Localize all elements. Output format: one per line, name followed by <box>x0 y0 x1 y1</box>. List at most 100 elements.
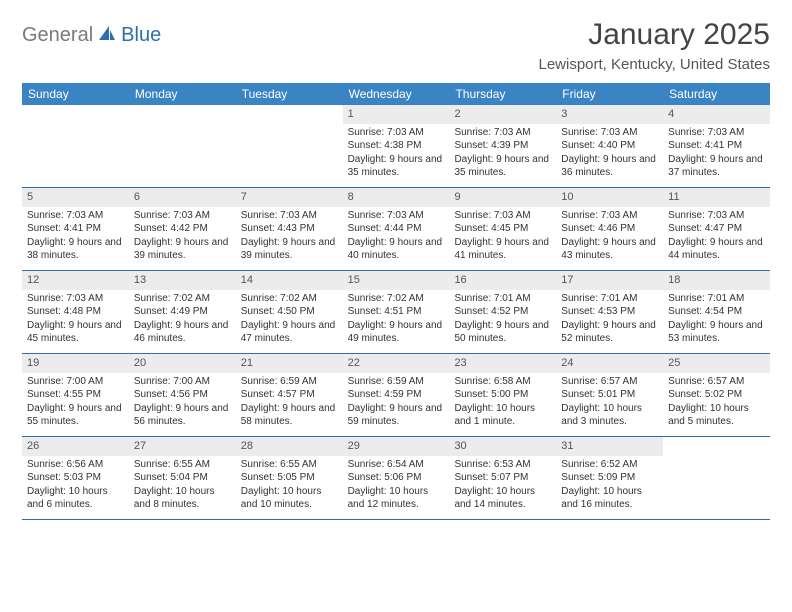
day-info: Sunrise: 7:03 AMSunset: 4:38 PMDaylight:… <box>343 126 450 184</box>
week-row: 12 Sunrise: 7:03 AMSunset: 4:48 PMDayligh… <box>22 271 770 354</box>
sunset-text: Sunset: 4:44 PM <box>348 222 445 236</box>
day-number: 18 <box>663 271 770 290</box>
sunrise-text: Sunrise: 7:03 AM <box>454 209 551 223</box>
sunset-text: Sunset: 4:54 PM <box>668 305 765 319</box>
sunrise-text: Sunrise: 6:52 AM <box>561 458 658 472</box>
sunset-text: Sunset: 4:45 PM <box>454 222 551 236</box>
day-info: Sunrise: 7:01 AMSunset: 4:52 PMDaylight:… <box>449 292 556 350</box>
sunset-text: Sunset: 5:09 PM <box>561 471 658 485</box>
sunset-text: Sunset: 5:05 PM <box>241 471 338 485</box>
day-cell: 22Sunrise: 6:59 AMSunset: 4:59 PMDayligh… <box>343 354 450 436</box>
day-info: Sunrise: 6:57 AMSunset: 5:02 PMDaylight:… <box>663 375 770 433</box>
daylight-text: Daylight: 10 hours and 14 minutes. <box>454 485 551 512</box>
day-header: Friday <box>556 83 663 105</box>
sunrise-text: Sunrise: 7:01 AM <box>561 292 658 306</box>
day-info: Sunrise: 7:00 AMSunset: 4:55 PMDaylight:… <box>22 375 129 433</box>
sunrise-text: Sunrise: 6:58 AM <box>454 375 551 389</box>
day-number: 12 <box>22 271 129 290</box>
location-label: Lewisport, Kentucky, United States <box>538 56 770 73</box>
sunrise-text: Sunrise: 6:54 AM <box>348 458 445 472</box>
sunrise-text: Sunrise: 6:57 AM <box>668 375 765 389</box>
sunset-text: Sunset: 5:03 PM <box>27 471 124 485</box>
day-info: Sunrise: 7:02 AMSunset: 4:49 PMDaylight:… <box>129 292 236 350</box>
day-number: 14 <box>236 271 343 290</box>
daylight-text: Daylight: 9 hours and 53 minutes. <box>668 319 765 346</box>
sunset-text: Sunset: 4:42 PM <box>134 222 231 236</box>
day-info: Sunrise: 7:02 AMSunset: 4:50 PMDaylight:… <box>236 292 343 350</box>
day-cell: 15Sunrise: 7:02 AMSunset: 4:51 PMDayligh… <box>343 271 450 353</box>
day-number: 8 <box>343 188 450 207</box>
daylight-text: Daylight: 9 hours and 58 minutes. <box>241 402 338 429</box>
sunset-text: Sunset: 4:56 PM <box>134 388 231 402</box>
day-number: 3 <box>556 105 663 124</box>
day-info: Sunrise: 7:03 AMSunset: 4:44 PMDaylight:… <box>343 209 450 267</box>
sunrise-text: Sunrise: 6:56 AM <box>27 458 124 472</box>
daylight-text: Daylight: 10 hours and 1 minute. <box>454 402 551 429</box>
day-cell: 20Sunrise: 7:00 AMSunset: 4:56 PMDayligh… <box>129 354 236 436</box>
day-info: Sunrise: 7:03 AMSunset: 4:46 PMDaylight:… <box>556 209 663 267</box>
sunset-text: Sunset: 4:40 PM <box>561 139 658 153</box>
calendar: SundayMondayTuesdayWednesdayThursdayFrid… <box>22 83 770 520</box>
day-number: 20 <box>129 354 236 373</box>
daylight-text: Daylight: 10 hours and 6 minutes. <box>27 485 124 512</box>
day-number: 7 <box>236 188 343 207</box>
weeks-container: 1Sunrise: 7:03 AMSunset: 4:38 PMDaylight… <box>22 105 770 520</box>
daylight-text: Daylight: 9 hours and 40 minutes. <box>348 236 445 263</box>
title-block: January 2025 Lewisport, Kentucky, United… <box>538 18 770 73</box>
daylight-text: Daylight: 9 hours and 41 minutes. <box>454 236 551 263</box>
daylight-text: Daylight: 10 hours and 3 minutes. <box>561 402 658 429</box>
daylight-text: Daylight: 9 hours and 39 minutes. <box>134 236 231 263</box>
day-cell: 27Sunrise: 6:55 AMSunset: 5:04 PMDayligh… <box>129 437 236 519</box>
day-cell: 23Sunrise: 6:58 AMSunset: 5:00 PMDayligh… <box>449 354 556 436</box>
sunset-text: Sunset: 4:51 PM <box>348 305 445 319</box>
logo-text-blue: Blue <box>121 24 161 47</box>
day-info: Sunrise: 7:03 AMSunset: 4:43 PMDaylight:… <box>236 209 343 267</box>
day-info: Sunrise: 6:53 AMSunset: 5:07 PMDaylight:… <box>449 458 556 516</box>
daylight-text: Daylight: 9 hours and 55 minutes. <box>27 402 124 429</box>
day-cell: 19Sunrise: 7:00 AMSunset: 4:55 PMDayligh… <box>22 354 129 436</box>
sunrise-text: Sunrise: 6:59 AM <box>348 375 445 389</box>
day-header: Wednesday <box>343 83 450 105</box>
day-info: Sunrise: 7:03 AMSunset: 4:41 PMDaylight:… <box>22 209 129 267</box>
sunrise-text: Sunrise: 6:57 AM <box>561 375 658 389</box>
daylight-text: Daylight: 9 hours and 43 minutes. <box>561 236 658 263</box>
logo-sail-icon <box>97 24 117 47</box>
daylight-text: Daylight: 9 hours and 35 minutes. <box>454 153 551 180</box>
daylight-text: Daylight: 10 hours and 16 minutes. <box>561 485 658 512</box>
sunset-text: Sunset: 4:41 PM <box>668 139 765 153</box>
sunrise-text: Sunrise: 7:03 AM <box>348 126 445 140</box>
day-cell: 31Sunrise: 6:52 AMSunset: 5:09 PMDayligh… <box>556 437 663 519</box>
day-cell: 17Sunrise: 7:01 AMSunset: 4:53 PMDayligh… <box>556 271 663 353</box>
day-cell: 18Sunrise: 7:01 AMSunset: 4:54 PMDayligh… <box>663 271 770 353</box>
sunrise-text: Sunrise: 7:03 AM <box>561 209 658 223</box>
sunrise-text: Sunrise: 7:02 AM <box>241 292 338 306</box>
sunrise-text: Sunrise: 7:03 AM <box>241 209 338 223</box>
day-number: 15 <box>343 271 450 290</box>
day-number: 6 <box>129 188 236 207</box>
day-cell: 10 Sunrise: 7:03 AMSunset: 4:46 PMDayligh… <box>556 188 663 270</box>
sunrise-text: Sunrise: 7:03 AM <box>561 126 658 140</box>
daylight-text: Daylight: 9 hours and 44 minutes. <box>668 236 765 263</box>
day-info: Sunrise: 6:52 AMSunset: 5:09 PMDaylight:… <box>556 458 663 516</box>
daylight-text: Daylight: 10 hours and 10 minutes. <box>241 485 338 512</box>
day-number: 11 <box>663 188 770 207</box>
day-cell: 6Sunrise: 7:03 AMSunset: 4:42 PMDaylight… <box>129 188 236 270</box>
day-cell: 11Sunrise: 7:03 AMSunset: 4:47 PMDayligh… <box>663 188 770 270</box>
day-info: Sunrise: 6:59 AMSunset: 4:57 PMDaylight:… <box>236 375 343 433</box>
day-info: Sunrise: 7:03 AMSunset: 4:39 PMDaylight:… <box>449 126 556 184</box>
daylight-text: Daylight: 9 hours and 47 minutes. <box>241 319 338 346</box>
sunset-text: Sunset: 4:59 PM <box>348 388 445 402</box>
day-cell: 5Sunrise: 7:03 AMSunset: 4:41 PMDaylight… <box>22 188 129 270</box>
sunrise-text: Sunrise: 6:59 AM <box>241 375 338 389</box>
day-number: 10 <box>556 188 663 207</box>
calendar-page: General Blue January 2025 Lewisport, Ken… <box>0 0 792 538</box>
sunset-text: Sunset: 5:07 PM <box>454 471 551 485</box>
day-number: 27 <box>129 437 236 456</box>
sunset-text: Sunset: 4:39 PM <box>454 139 551 153</box>
day-info: Sunrise: 7:03 AMSunset: 4:48 PMDaylight:… <box>22 292 129 350</box>
day-info: Sunrise: 6:55 AMSunset: 5:05 PMDaylight:… <box>236 458 343 516</box>
empty-day-cell <box>236 105 343 187</box>
sunset-text: Sunset: 4:57 PM <box>241 388 338 402</box>
month-title: January 2025 <box>538 18 770 52</box>
day-number: 30 <box>449 437 556 456</box>
